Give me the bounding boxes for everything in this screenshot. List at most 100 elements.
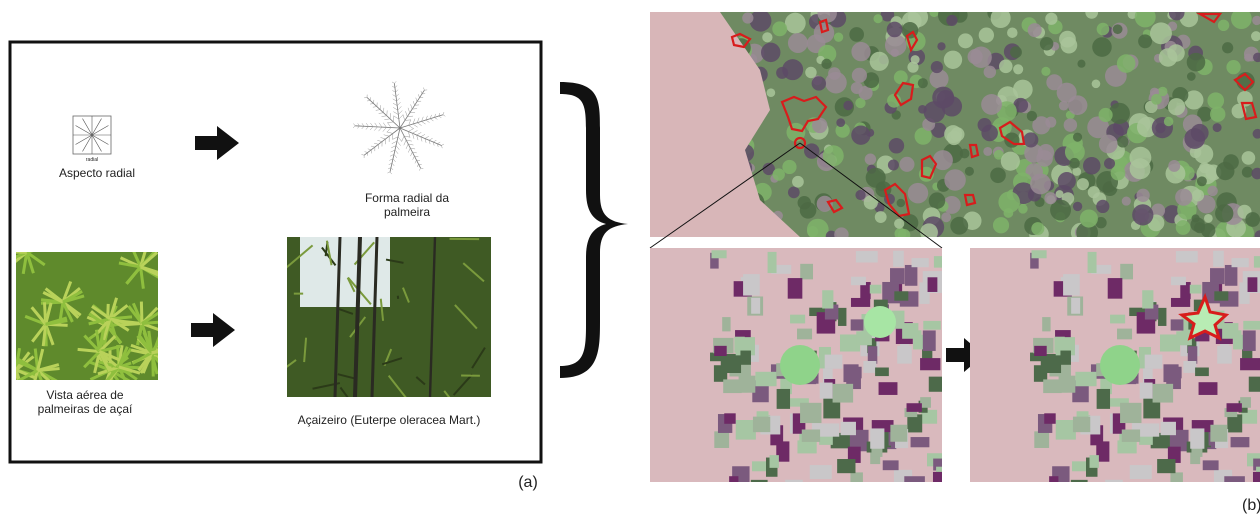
texture [91,305,111,321]
texture [416,132,422,136]
texture [151,353,158,364]
texture [395,89,399,93]
texture [910,437,930,448]
texture [428,237,437,397]
texture [421,116,424,122]
texture [397,101,401,106]
texture [391,162,395,167]
texture [1136,188,1150,202]
texture [1087,116,1110,139]
texture [62,289,83,304]
texture [896,198,906,208]
texture [1018,204,1028,214]
texture [1203,214,1213,223]
texture [410,151,413,157]
texture [139,266,145,289]
texture [1184,90,1204,110]
texture [31,323,47,343]
texture [420,90,423,95]
texture [1183,361,1197,373]
texture [438,112,441,117]
texture [797,440,817,454]
texture [1129,465,1152,480]
texture [1189,284,1202,294]
texture [36,369,51,380]
texture [755,371,777,387]
texture [782,159,797,175]
texture [825,230,837,237]
texture [1087,186,1100,199]
texture [391,140,398,144]
texture [1117,328,1133,340]
texture [1072,132,1083,142]
texture [83,350,101,369]
texture [369,103,374,105]
texture [869,284,882,294]
texture [749,12,772,32]
texture [1237,91,1253,107]
texture [1129,307,1146,317]
texture [98,329,105,352]
texture [424,136,429,139]
texture [333,237,342,397]
texture [17,358,39,372]
texture [894,218,905,229]
texture [414,155,419,158]
texture [1167,446,1181,463]
texture [1041,66,1051,76]
texture [355,125,401,129]
texture [339,386,349,397]
texture [839,334,861,352]
texture [441,143,445,146]
texture [412,130,418,134]
texture [751,461,770,472]
texture [1239,282,1250,304]
texture [443,390,451,397]
texture [906,403,922,412]
texture [1091,264,1112,274]
texture [1138,34,1153,49]
texture [978,27,995,43]
texture [816,195,833,212]
texture [714,345,727,356]
texture [1031,250,1047,259]
texture [17,369,39,380]
texture [867,338,877,354]
texture [1241,151,1256,165]
texture [922,330,936,351]
texture [1100,372,1112,395]
texture [393,107,398,111]
texture [419,167,421,171]
texture [1170,319,1184,331]
texture [425,119,430,123]
texture [1167,98,1186,116]
texture [1030,252,1039,269]
texture [380,137,386,140]
texture [365,126,369,130]
texture [1056,82,1077,103]
texture [391,81,395,84]
texture [16,368,37,380]
texture [428,138,433,141]
texture [1150,22,1172,45]
texture [150,352,158,375]
texture [933,256,942,268]
texture [386,131,393,134]
texture [920,358,941,371]
texture [1050,199,1072,221]
texture [1096,388,1111,409]
texture [1231,258,1249,268]
texture [1044,413,1056,424]
texture [397,136,403,142]
brace [560,82,628,378]
texture [1168,12,1185,21]
texture [1155,122,1166,134]
texture [1057,172,1076,191]
texture [132,252,142,268]
texture [387,171,391,174]
texture [1070,479,1088,482]
texture [393,154,398,158]
texture [1103,157,1116,170]
texture [408,147,411,153]
texture [1157,459,1176,474]
